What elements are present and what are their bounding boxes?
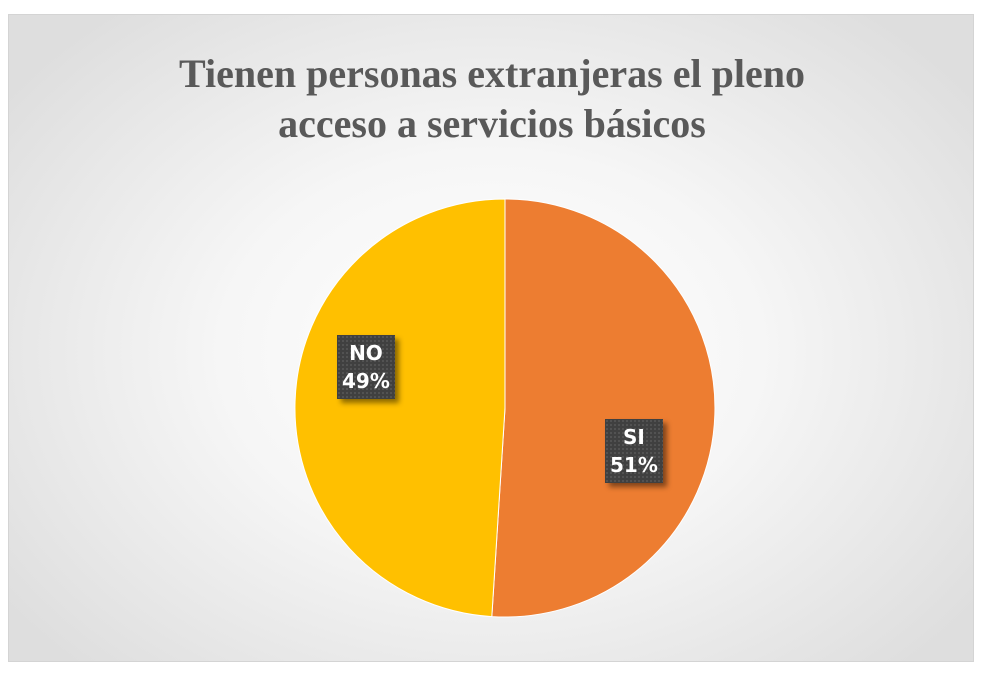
chart-title: Tienen personas extranjeras el pleno acc…	[9, 49, 975, 149]
chart-area: Tienen personas extranjeras el pleno acc…	[8, 14, 974, 662]
data-label-si-name: SI	[623, 425, 645, 449]
chart-title-line-1: Tienen personas extranjeras el pleno	[179, 51, 805, 96]
data-label-si: SI 51%	[605, 419, 663, 483]
chart-title-line-2: acceso a servicios básicos	[278, 101, 706, 146]
data-label-no: NO 49%	[337, 335, 395, 399]
pie-slice-si	[491, 198, 716, 618]
data-label-si-value: 51%	[610, 453, 658, 477]
pie-chart	[294, 198, 716, 618]
data-label-no-value: 49%	[342, 369, 390, 393]
data-label-no-name: NO	[349, 341, 383, 365]
pie-slice-no	[294, 198, 506, 618]
